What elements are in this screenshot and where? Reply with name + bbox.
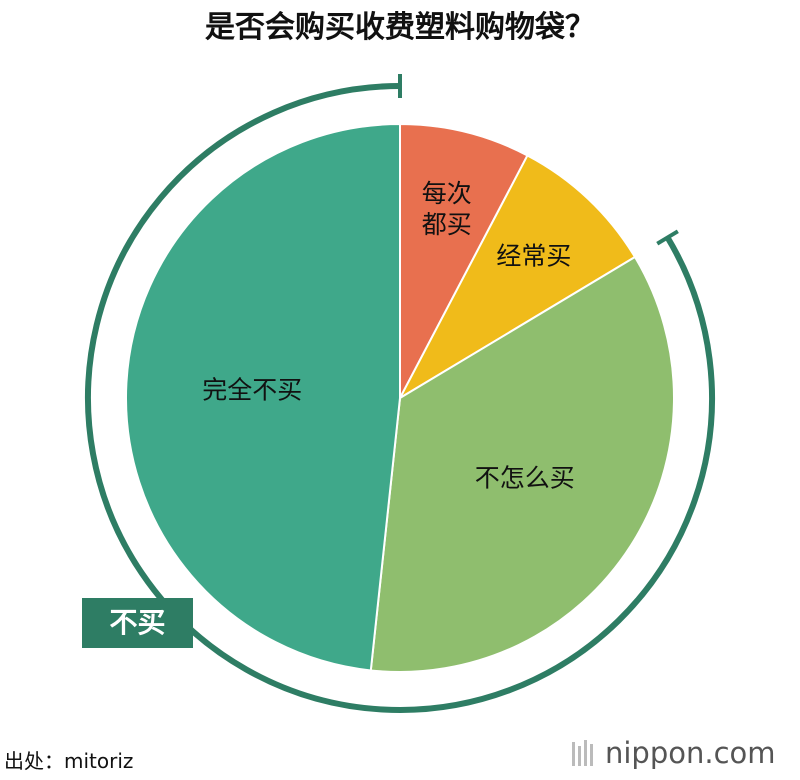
pie-slice	[399, 122, 529, 399]
pie-slice	[125, 122, 401, 672]
slice-label: 不怎么买	[474, 463, 575, 493]
slice-label: 每次都买	[421, 178, 472, 239]
group-arc	[85, 83, 715, 713]
slice-label: 经常买	[496, 241, 572, 271]
group-label: 不买	[82, 598, 193, 648]
pie-slice	[397, 154, 637, 401]
brand: nippon.com	[605, 736, 776, 770]
pie-slice	[369, 255, 675, 673]
group-arc-end	[656, 229, 679, 246]
source: 出处：mitoriz	[4, 749, 134, 773]
brand-icon	[572, 740, 593, 766]
slice-label: 完全不买	[202, 375, 303, 405]
chart-title: 是否会购买收费塑料购物袋？	[205, 10, 595, 45]
